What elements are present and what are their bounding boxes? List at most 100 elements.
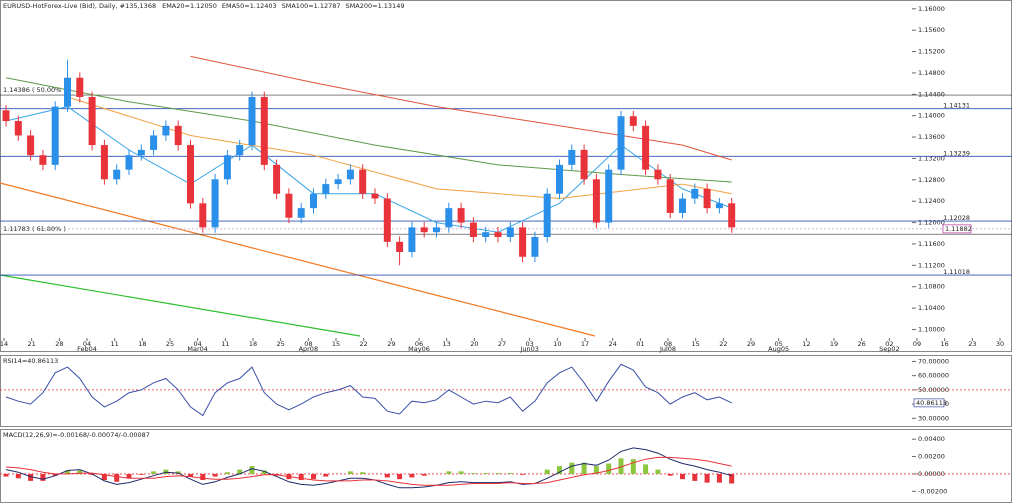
x-tick-label: 27 <box>498 340 506 348</box>
rsi-value: 40.86113 <box>916 399 947 407</box>
histogram-bar <box>618 458 624 474</box>
histogram-bar <box>323 473 329 477</box>
candle-body <box>445 208 453 228</box>
candle-body <box>617 116 625 170</box>
x-tick-label: 09 <box>913 340 921 348</box>
x-tick-label: 15 <box>692 340 700 348</box>
y-tick-label: 1.16000 <box>918 5 945 13</box>
candle-body <box>703 188 711 209</box>
histogram-bar <box>495 473 501 474</box>
rsi-value-box <box>913 398 945 408</box>
x-tick-label: 18 <box>249 340 257 348</box>
histogram-bar <box>520 473 526 475</box>
candle-body <box>137 149 145 156</box>
candle-body <box>248 96 256 146</box>
histogram-bar <box>606 463 612 474</box>
y-tick-label: -0.00200 <box>918 487 947 495</box>
x-tick-label: 18 <box>138 340 146 348</box>
panel-title: RSI14=40.86113 <box>3 357 58 365</box>
histogram-bar <box>311 473 316 480</box>
legend-entry: SMA100=1.12787 <box>282 2 341 10</box>
candle-body <box>642 125 650 170</box>
x-tick-label: 25 <box>166 340 174 348</box>
histogram-bar <box>729 473 735 484</box>
candle-body <box>396 241 404 252</box>
candle-body <box>666 179 674 213</box>
y-tick-label: 1.12000 <box>918 219 945 227</box>
histogram-bar <box>458 471 464 474</box>
candle-body <box>691 188 699 199</box>
month-label: Sep02 <box>879 345 900 353</box>
y-tick-label: 0.00400 <box>918 435 945 443</box>
histogram-bar <box>716 473 722 483</box>
y-tick-label: 1.14000 <box>918 112 945 120</box>
candle-body <box>310 193 317 209</box>
moving-average <box>190 55 732 161</box>
level-label: 1.14131 <box>943 102 970 110</box>
candle-body <box>654 169 662 180</box>
x-tick-label: 30 <box>996 340 1004 348</box>
y-tick-label: 1.13200 <box>918 154 945 162</box>
histogram-bar <box>52 473 58 476</box>
macd-line <box>5 456 732 486</box>
x-tick-label: 29 <box>387 340 395 348</box>
histogram-bar <box>470 473 476 474</box>
candle-body <box>285 193 293 218</box>
candle-body <box>519 227 527 257</box>
legend-entry: EMA20=1.12050 <box>162 2 217 10</box>
legend-entry: SMA200=1.13149 <box>346 2 405 10</box>
candle-body <box>457 208 465 223</box>
histogram-bar <box>544 469 550 474</box>
candle-body <box>100 145 108 180</box>
histogram-bar <box>237 469 243 474</box>
level-label: 1.12028 <box>943 214 970 222</box>
candle-body <box>556 164 563 194</box>
candle-body <box>113 169 121 180</box>
histogram-bar <box>507 473 513 474</box>
rsi-line <box>5 363 732 417</box>
y-tick-label: 1.15600 <box>918 26 945 34</box>
histogram-bar <box>212 473 218 477</box>
x-tick-label: 20 <box>470 340 478 348</box>
histogram-bar <box>630 459 636 474</box>
x-tick-label: 23 <box>968 340 976 348</box>
candle-body <box>76 77 84 97</box>
candle-body <box>236 145 244 156</box>
y-tick-label: 30.00000 <box>918 414 949 422</box>
candle-body <box>223 155 231 180</box>
x-tick-label: 06 <box>415 340 423 348</box>
y-tick-label: 1.15200 <box>918 48 945 56</box>
y-tick-label: 1.10400 <box>918 304 945 312</box>
candle-body <box>346 169 354 180</box>
candle-body <box>531 236 539 257</box>
histogram-bar <box>409 473 415 478</box>
x-tick-label: 19 <box>830 340 838 348</box>
candle-body <box>162 125 170 136</box>
candle-body <box>211 179 219 228</box>
histogram-bar <box>40 473 46 481</box>
x-tick-label: 22 <box>360 340 368 348</box>
histogram-bar <box>655 469 661 474</box>
candle-body <box>420 227 428 233</box>
x-tick-label: 14 <box>0 340 8 348</box>
trend-line <box>0 274 361 337</box>
histogram-bar <box>114 473 120 482</box>
x-tick-label: 04 <box>194 340 202 348</box>
current-price-box <box>942 224 972 234</box>
histogram-bar <box>151 471 157 474</box>
candle-body <box>629 116 637 126</box>
panel-title: MACD(12,26,9)=-0.00168/-0.00074/-0.00087 <box>3 431 150 439</box>
candle-body <box>568 149 576 165</box>
month-label: Jun03 <box>519 345 538 353</box>
y-tick-label: 60.00000 <box>918 372 949 380</box>
histogram-bar <box>224 472 230 474</box>
x-tick-label: 17 <box>581 340 589 348</box>
candle-body <box>125 155 133 170</box>
histogram-bar <box>593 466 599 474</box>
candle-body <box>433 227 440 233</box>
month-label: Aug05 <box>768 345 789 353</box>
candle-body <box>199 203 207 228</box>
candle-body <box>469 222 477 237</box>
histogram-bar <box>298 473 304 481</box>
